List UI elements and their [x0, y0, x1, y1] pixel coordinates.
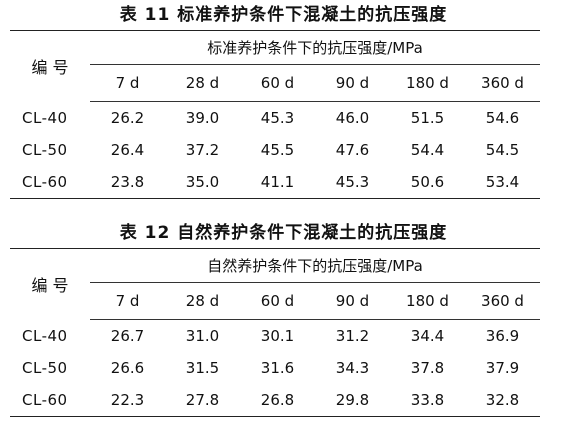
strength-value: 45.3	[260, 109, 295, 127]
strength-value: 37.9	[485, 359, 520, 377]
sample-id: CL-60	[10, 166, 90, 199]
strength-value: 26.2	[110, 109, 145, 127]
strength-value: 37.8	[410, 359, 445, 377]
day-header: 60 d	[240, 282, 315, 320]
strength-value: 32.8	[465, 384, 540, 417]
table-row: CL-50 26.6 31.5 31.6 34.3 37.8 37.9	[10, 352, 540, 384]
table-caption: 表 11 标准养护条件下混凝土的抗压强度	[119, 5, 448, 25]
strength-value: 54.5	[485, 141, 520, 159]
sample-id: CL-50	[22, 359, 68, 377]
strength-value: 54.4	[410, 141, 445, 159]
day-header: 180 d	[390, 282, 465, 320]
day-header: 28 d	[165, 282, 240, 320]
strength-value: 26.7	[110, 327, 145, 345]
day-header: 7 d	[90, 282, 165, 320]
strength-value: 37.2	[185, 141, 220, 159]
strength-value: 47.6	[335, 141, 370, 159]
table-row: CL-60 22.3 27.8 26.8 29.8 33.8 32.8	[10, 384, 540, 417]
strength-value: 29.8	[315, 384, 390, 417]
strength-value: 26.8	[240, 384, 315, 417]
table-row: CL-50 26.4 37.2 45.5 47.6 54.4 54.5	[10, 134, 540, 166]
day-header: 360 d	[465, 64, 540, 102]
strength-value: 31.0	[185, 327, 220, 345]
strength-value: 45.3	[315, 166, 390, 199]
day-header: 90 d	[315, 282, 390, 320]
strength-value: 30.1	[260, 327, 295, 345]
strength-value: 53.4	[465, 166, 540, 199]
strength-value: 35.0	[165, 166, 240, 199]
table-row: CL-40 26.2 39.0 45.3 46.0 51.5 54.6	[10, 102, 540, 135]
strength-value: 36.9	[485, 327, 520, 345]
id-column-header: 编 号	[10, 30, 90, 102]
strength-value: 31.2	[335, 327, 370, 345]
table-11-block: 表 11 标准养护条件下混凝土的抗压强度 编 号 标准养护条件下的抗压强度/MP…	[0, 0, 567, 212]
strength-value: 45.5	[260, 141, 295, 159]
strength-value: 26.4	[110, 141, 145, 159]
table-row: CL-40 26.7 31.0 30.1 31.2 34.4 36.9	[10, 320, 540, 353]
strength-value: 39.0	[185, 109, 220, 127]
id-column-header: 编 号	[10, 248, 90, 320]
strength-value: 27.8	[165, 384, 240, 417]
sample-id: CL-50	[22, 141, 68, 159]
strength-value: 26.6	[110, 359, 145, 377]
day-header: 60 d	[240, 64, 315, 102]
sample-id: CL-40	[22, 326, 68, 345]
group-header: 自然养护条件下的抗压强度/MPa	[90, 248, 540, 283]
table-row: CL-60 23.8 35.0 41.1 45.3 50.6 53.4	[10, 166, 540, 199]
strength-table-standard-curing: 编 号 标准养护条件下的抗压强度/MPa 7 d 28 d 60 d 90 d …	[10, 30, 540, 199]
strength-value: 41.1	[240, 166, 315, 199]
day-header: 28 d	[165, 64, 240, 102]
strength-table-natural-curing: 编 号 自然养护条件下的抗压强度/MPa 7 d 28 d 60 d 90 d …	[10, 248, 540, 417]
sample-id: CL-40	[22, 108, 68, 127]
strength-value: 31.5	[185, 359, 220, 377]
day-header: 7 d	[90, 64, 165, 102]
strength-value: 46.0	[335, 109, 370, 127]
table-12-block: 表 12 自然养护条件下混凝土的抗压强度 编 号 自然养护条件下的抗压强度/MP…	[0, 218, 567, 432]
strength-value: 23.8	[90, 166, 165, 199]
strength-value: 33.8	[390, 384, 465, 417]
strength-value: 34.4	[410, 327, 445, 345]
strength-value: 34.3	[335, 359, 370, 377]
day-header: 90 d	[315, 64, 390, 102]
strength-value: 54.6	[485, 109, 520, 127]
sample-id: CL-60	[10, 384, 90, 417]
strength-value: 51.5	[410, 109, 445, 127]
strength-value: 50.6	[390, 166, 465, 199]
strength-value: 22.3	[90, 384, 165, 417]
group-header: 标准养护条件下的抗压强度/MPa	[90, 30, 540, 65]
day-header: 360 d	[465, 282, 540, 320]
table-caption: 表 12 自然养护条件下混凝土的抗压强度	[119, 223, 448, 243]
day-header: 180 d	[390, 64, 465, 102]
strength-value: 31.6	[260, 359, 295, 377]
